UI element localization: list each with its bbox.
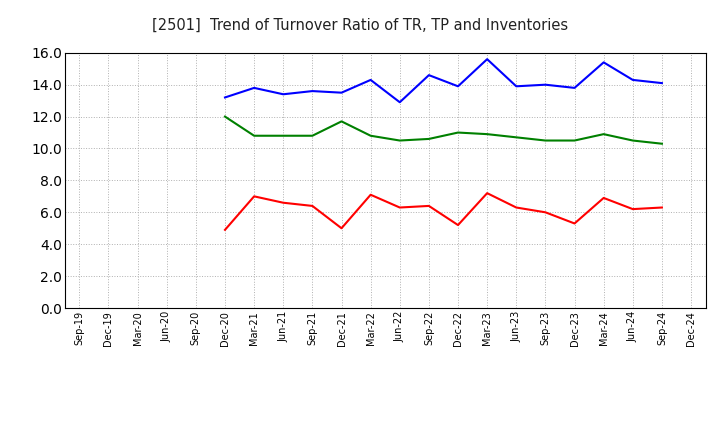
- Inventories: [163, 305, 171, 311]
- Inventories: [104, 305, 113, 311]
- Trade Receivables: [308, 203, 317, 209]
- Inventories: [250, 133, 258, 138]
- Trade Receivables: [570, 221, 579, 226]
- Trade Payables: [308, 88, 317, 94]
- Trade Receivables: [192, 305, 200, 311]
- Trade Receivables: [425, 203, 433, 209]
- Line: Trade Receivables: Trade Receivables: [225, 193, 662, 230]
- Trade Receivables: [483, 191, 492, 196]
- Trade Receivables: [629, 206, 637, 212]
- Trade Receivables: [512, 205, 521, 210]
- Trade Payables: [512, 84, 521, 89]
- Trade Payables: [629, 77, 637, 83]
- Trade Payables: [337, 90, 346, 95]
- Trade Payables: [657, 81, 666, 86]
- Inventories: [541, 138, 550, 143]
- Trade Receivables: [366, 192, 375, 198]
- Inventories: [657, 141, 666, 147]
- Trade Receivables: [220, 227, 229, 232]
- Inventories: [629, 138, 637, 143]
- Trade Receivables: [250, 194, 258, 199]
- Trade Receivables: [454, 223, 462, 228]
- Trade Receivables: [279, 200, 287, 205]
- Trade Payables: [687, 305, 696, 311]
- Trade Payables: [570, 85, 579, 91]
- Trade Payables: [192, 305, 200, 311]
- Inventories: [570, 138, 579, 143]
- Trade Payables: [395, 99, 404, 105]
- Inventories: [395, 138, 404, 143]
- Inventories: [279, 133, 287, 138]
- Inventories: [337, 119, 346, 124]
- Trade Receivables: [104, 305, 113, 311]
- Trade Receivables: [541, 210, 550, 215]
- Line: Inventories: Inventories: [225, 117, 662, 144]
- Trade Receivables: [657, 205, 666, 210]
- Trade Payables: [366, 77, 375, 83]
- Trade Payables: [104, 305, 113, 311]
- Trade Payables: [75, 305, 84, 311]
- Trade Receivables: [133, 305, 142, 311]
- Trade Payables: [220, 95, 229, 100]
- Trade Payables: [163, 305, 171, 311]
- Inventories: [425, 136, 433, 142]
- Text: [2501]  Trend of Turnover Ratio of TR, TP and Inventories: [2501] Trend of Turnover Ratio of TR, TP…: [152, 18, 568, 33]
- Trade Payables: [599, 60, 608, 65]
- Inventories: [192, 305, 200, 311]
- Inventories: [483, 132, 492, 137]
- Inventories: [512, 135, 521, 140]
- Trade Receivables: [599, 195, 608, 201]
- Trade Payables: [454, 84, 462, 89]
- Inventories: [687, 305, 696, 311]
- Inventories: [75, 305, 84, 311]
- Inventories: [133, 305, 142, 311]
- Trade Receivables: [337, 226, 346, 231]
- Trade Receivables: [687, 305, 696, 311]
- Trade Receivables: [395, 205, 404, 210]
- Inventories: [308, 133, 317, 138]
- Trade Payables: [541, 82, 550, 87]
- Trade Payables: [279, 92, 287, 97]
- Trade Payables: [483, 56, 492, 62]
- Inventories: [220, 114, 229, 119]
- Inventories: [366, 133, 375, 138]
- Trade Receivables: [163, 305, 171, 311]
- Trade Payables: [425, 73, 433, 78]
- Trade Payables: [250, 85, 258, 91]
- Line: Trade Payables: Trade Payables: [225, 59, 662, 102]
- Trade Payables: [133, 305, 142, 311]
- Trade Receivables: [75, 305, 84, 311]
- Inventories: [599, 132, 608, 137]
- Inventories: [454, 130, 462, 135]
